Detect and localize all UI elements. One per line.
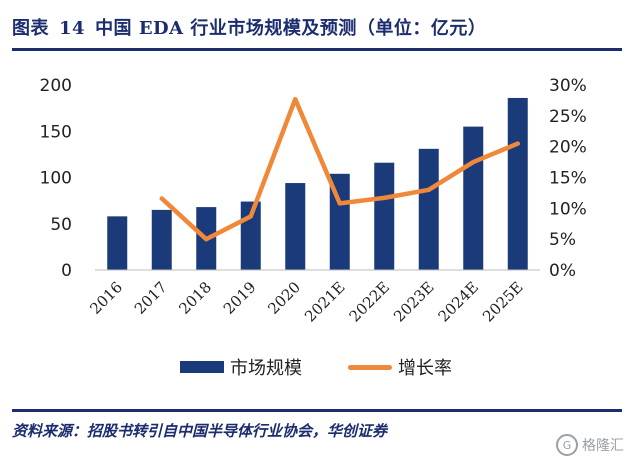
y-right-tick-label: 25% xyxy=(549,107,587,127)
legend-swatch-bar xyxy=(180,361,224,373)
title-prefix: 图表 xyxy=(12,18,49,39)
bar xyxy=(463,126,484,270)
bar xyxy=(374,162,395,270)
y-right-tick-label: 15% xyxy=(549,169,587,189)
growth-point xyxy=(382,195,387,200)
page-title: 图表 14 中国 EDA 行业市场规模及预测（单位：亿元） xyxy=(12,14,486,40)
growth-point xyxy=(471,160,476,165)
y-left-tick-label: 50 xyxy=(50,215,72,235)
legend-item-bar: 市场规模 xyxy=(180,354,302,380)
legend-label-bar: 市场规模 xyxy=(230,358,302,379)
bar xyxy=(107,216,128,270)
legend: 市场规模 增长率 xyxy=(0,354,634,384)
bar xyxy=(507,97,528,270)
growth-point xyxy=(204,237,209,242)
x-tick-label: 2018 xyxy=(175,278,215,318)
source-rule xyxy=(12,409,622,412)
title-number: 14 xyxy=(59,18,86,39)
source-note: 资料来源：招股书转引自中国半导体行业协会，华创证券 xyxy=(12,422,388,440)
growth-point xyxy=(426,187,431,192)
bar xyxy=(151,209,172,270)
watermark-logo-icon: G xyxy=(556,434,578,456)
y-right-tick-label: 20% xyxy=(549,138,587,158)
x-tick-label: 2020 xyxy=(264,278,304,318)
legend-label-line: 增长率 xyxy=(398,358,452,379)
bar xyxy=(329,173,350,270)
bar xyxy=(285,183,306,270)
title-text: 中国 EDA 行业市场规模及预测（单位：亿元） xyxy=(95,18,487,39)
growth-point xyxy=(159,196,164,201)
x-tick-label: 2017 xyxy=(131,278,171,318)
x-tick-label: 2025E xyxy=(479,278,526,325)
legend-item-line: 增长率 xyxy=(348,354,452,380)
x-tick-label: 2021E xyxy=(301,278,348,325)
bar xyxy=(418,148,439,270)
x-tick-label: 2024E xyxy=(435,278,482,325)
growth-point xyxy=(337,201,342,206)
y-right-tick-label: 0% xyxy=(549,261,576,281)
y-left-tick-label: 0 xyxy=(61,261,72,281)
y-left-tick-label: 150 xyxy=(40,122,72,142)
x-tick-label: 2019 xyxy=(220,278,260,318)
growth-point xyxy=(248,214,253,219)
x-tick-label: 2022E xyxy=(346,278,393,325)
y-left-tick-label: 200 xyxy=(40,76,72,96)
y-right-tick-label: 30% xyxy=(549,76,587,96)
x-tick-label: 2016 xyxy=(86,278,126,318)
watermark-text: 格隆汇 xyxy=(582,438,624,454)
y-left-tick-label: 100 xyxy=(40,169,72,189)
title-rule xyxy=(12,48,622,51)
growth-point xyxy=(293,97,298,102)
x-tick-label: 2023E xyxy=(390,278,437,325)
watermark: G 格隆汇 xyxy=(556,434,624,456)
y-right-tick-label: 10% xyxy=(549,199,587,219)
y-right-tick-label: 5% xyxy=(549,230,576,250)
legend-swatch-line xyxy=(348,364,392,370)
growth-point xyxy=(515,141,520,146)
